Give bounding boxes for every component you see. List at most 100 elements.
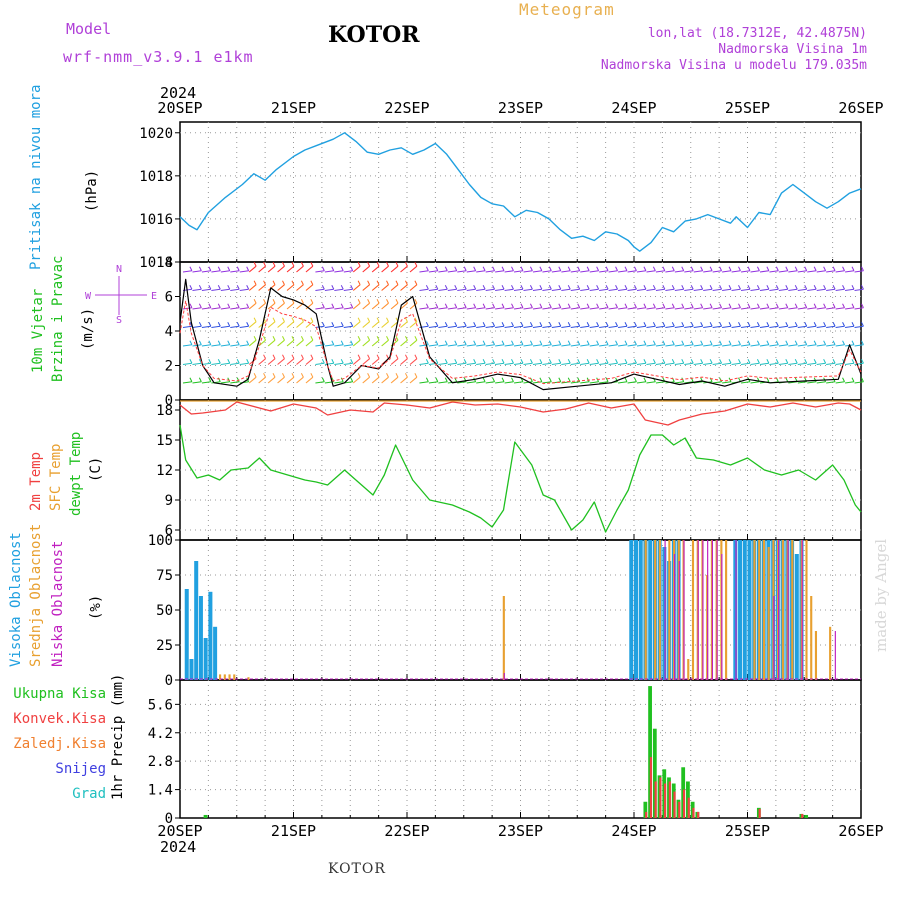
wind-barb-flag <box>548 377 552 382</box>
wind-barb-flag <box>300 372 304 378</box>
wind-barb-flag <box>208 377 212 382</box>
wind-barb <box>703 270 713 273</box>
wind-barb-flag <box>473 266 477 271</box>
wind-barb-flag <box>482 377 486 382</box>
wind-barb-flag <box>700 340 704 345</box>
wind-barb-flag <box>282 317 285 322</box>
wind-barb-flag <box>548 303 552 308</box>
wind-barb-flag <box>700 359 704 364</box>
cloud-bar <box>223 674 226 680</box>
wind-barb-flag <box>501 340 505 345</box>
wind-barb-flag <box>558 303 562 308</box>
wind-barb <box>532 381 542 384</box>
wind-barb-flag <box>272 372 276 378</box>
wind-barb <box>778 362 788 366</box>
wind-barb <box>192 270 202 273</box>
wind-barb-flag <box>425 266 429 271</box>
wind-barb-flag <box>492 322 496 327</box>
wind-barb <box>561 270 571 273</box>
wind-barb <box>485 307 495 310</box>
wind-barb <box>248 265 257 273</box>
precip-bar <box>654 781 657 818</box>
precip-bar <box>659 777 662 818</box>
wind-barb <box>485 325 495 329</box>
wind-barb <box>693 288 703 292</box>
wind-barb-flag <box>357 372 361 378</box>
wind-barb <box>627 270 637 273</box>
wind-barb <box>750 270 760 273</box>
wind-barb <box>476 381 486 384</box>
cloud-bar <box>219 674 222 680</box>
x-day-label-top: 20SEP <box>157 99 202 117</box>
wind-barb-flag <box>482 322 486 327</box>
wind-barb <box>400 358 408 365</box>
wind-ytick-label: 0 <box>165 393 173 409</box>
wind-barb <box>731 325 741 329</box>
wind-barb-flag <box>227 303 231 308</box>
wind-barb <box>589 362 599 366</box>
wind-barb-flag <box>662 340 666 345</box>
wind-barb-flag <box>756 340 760 345</box>
pressure-panel: 1014 1016 1018 1020 <box>139 121 862 271</box>
wind-barb <box>835 381 845 384</box>
wind-barb <box>428 288 438 292</box>
pressure-ytick-label: 1018 <box>139 169 173 185</box>
wind-barb-flag <box>227 359 231 364</box>
wind-barb <box>343 362 353 366</box>
wind-barb-flag <box>577 322 581 327</box>
wind-barb <box>788 325 798 329</box>
wind-barb <box>192 381 202 384</box>
wind-barb-flag <box>529 266 533 271</box>
wind-barb-flag <box>511 322 514 327</box>
wind-barb-flag <box>395 354 399 359</box>
wind-barb-flag <box>794 285 798 290</box>
wind-barb <box>674 270 684 273</box>
wind-barb <box>457 362 467 366</box>
wind-barb <box>409 376 418 384</box>
wind-barb <box>769 325 779 329</box>
wind-barb-flag <box>310 261 314 267</box>
wind-barb <box>428 344 438 347</box>
wind-barb <box>599 381 609 384</box>
wind-barb-flag <box>282 335 285 341</box>
wind-barb <box>599 325 609 329</box>
wind-barb-flag <box>643 285 647 290</box>
wind-barb <box>211 362 221 366</box>
wind-barb-flag <box>709 359 713 364</box>
wind-barb-flag <box>376 298 380 304</box>
wind-barb <box>816 362 826 366</box>
wind-barb <box>750 325 760 329</box>
cloud-bar <box>791 540 794 680</box>
wind-barb-flag <box>331 266 335 271</box>
wind-barb-flag <box>539 285 543 290</box>
wind-barb <box>324 307 334 310</box>
wind-barb <box>419 270 429 273</box>
wind-barb <box>258 358 266 365</box>
wind-barb <box>816 270 826 273</box>
wind-barb-flag <box>282 354 285 359</box>
wind-barb-flag <box>605 359 609 364</box>
wind-barb-flag <box>690 303 694 308</box>
wind-barb-flag <box>738 359 741 364</box>
wind-barb-flag <box>577 266 581 271</box>
wind-barb <box>315 325 325 329</box>
wind-barb-flag <box>350 359 354 364</box>
wind-barb-flag <box>482 303 486 308</box>
wind-barb <box>797 381 807 384</box>
wind-barb <box>485 344 495 347</box>
wind-barb-flag <box>444 266 448 271</box>
wind-barb-flag <box>681 285 685 290</box>
wind-barb <box>466 344 476 347</box>
wind-barb-flag <box>548 322 552 327</box>
wind-barb-flag <box>548 266 552 271</box>
wind-barb-flag <box>395 372 399 378</box>
precipitation-ytick-label: 4.2 <box>148 726 173 742</box>
wind-barb <box>655 288 665 292</box>
wind-barb-flag <box>253 280 257 285</box>
wind-barb-flag <box>558 322 562 327</box>
legend-total-rain: Ukupna Kisa <box>13 686 106 702</box>
wind-barb-flag <box>823 322 827 327</box>
wind-barb <box>674 362 684 366</box>
wind-barb <box>239 307 249 310</box>
wind-barb <box>362 265 370 273</box>
